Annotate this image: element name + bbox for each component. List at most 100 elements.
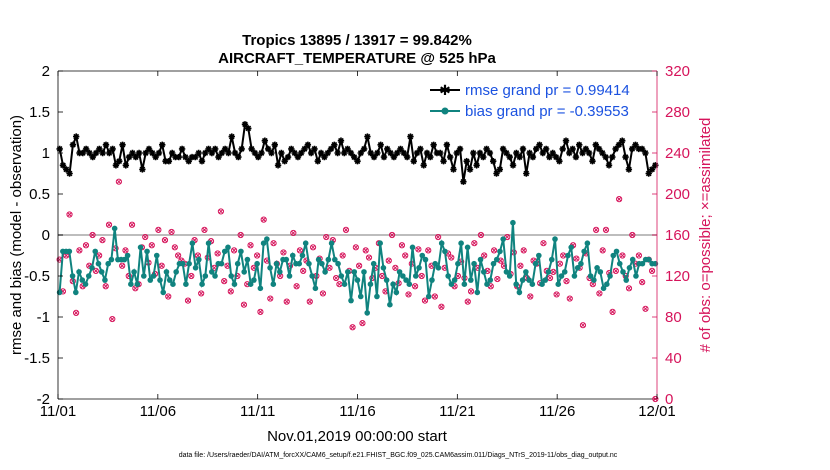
obs-possible-point bbox=[431, 293, 438, 300]
obs-assimilated-point bbox=[468, 289, 474, 294]
obs-assimilated-point bbox=[241, 302, 247, 308]
bias-point bbox=[312, 285, 319, 292]
rmse-point bbox=[168, 149, 176, 157]
rmse-point bbox=[188, 153, 196, 161]
obs-possible-point bbox=[201, 226, 208, 233]
obs-assimilated-point bbox=[116, 179, 122, 185]
obs-possible-point bbox=[362, 247, 369, 254]
rmse-point bbox=[364, 133, 371, 140]
obs-possible-point bbox=[629, 231, 636, 239]
obs-possible-point bbox=[82, 242, 90, 249]
obs-assimilated-point bbox=[211, 265, 217, 271]
obs-assimilated-point bbox=[389, 232, 395, 238]
bias-point bbox=[348, 297, 354, 304]
y-tick-label: 2 bbox=[42, 63, 50, 80]
obs-possible-point bbox=[639, 279, 646, 286]
obs-possible-point bbox=[109, 315, 116, 323]
obs-possible-point bbox=[267, 295, 274, 302]
bias-point bbox=[493, 256, 500, 263]
bias-point bbox=[584, 240, 591, 246]
bias-point bbox=[328, 240, 335, 246]
obs-assimilated-point bbox=[554, 292, 559, 297]
bias-point bbox=[425, 293, 432, 300]
bias-point bbox=[571, 273, 578, 279]
obs-assimilated-point bbox=[481, 253, 487, 258]
bias-point bbox=[289, 252, 296, 259]
bias-point bbox=[231, 281, 238, 288]
bias-point bbox=[251, 277, 257, 283]
obs-assimilated-point bbox=[422, 298, 428, 303]
rmse-point bbox=[218, 149, 226, 157]
bias-point bbox=[416, 265, 422, 271]
obs-possible-point bbox=[73, 309, 80, 316]
obs-possible-point bbox=[421, 297, 429, 304]
obs-assimilated-point bbox=[491, 248, 497, 253]
rmse-point bbox=[480, 153, 487, 161]
obs-possible-point bbox=[596, 290, 603, 297]
bias-point bbox=[338, 273, 345, 279]
rmse-point bbox=[106, 149, 113, 157]
bias-point bbox=[565, 252, 571, 259]
rmse-point bbox=[145, 145, 153, 153]
obs-assimilated-point bbox=[593, 227, 599, 233]
bias-point bbox=[568, 244, 574, 251]
bias-point bbox=[393, 289, 400, 296]
obs-possible-point bbox=[198, 290, 205, 297]
bias-point bbox=[134, 281, 141, 288]
rmse-point bbox=[63, 166, 70, 173]
bias-point bbox=[160, 289, 167, 296]
obs-assimilated-point bbox=[416, 246, 421, 252]
rmse-point bbox=[281, 158, 288, 165]
rmse-point bbox=[592, 141, 599, 148]
y-tick-label: 0.5 bbox=[29, 186, 50, 203]
y2-tick-label: 120 bbox=[665, 268, 690, 285]
rmse-point bbox=[632, 141, 639, 148]
rmse-point bbox=[235, 153, 242, 161]
obs-possible-point bbox=[520, 247, 527, 254]
rmse-point bbox=[172, 153, 179, 161]
obs-assimilated-point bbox=[277, 273, 283, 279]
obs-assimilated-point bbox=[228, 289, 234, 294]
obs-possible-point bbox=[168, 228, 175, 236]
obs-possible-point bbox=[122, 247, 129, 254]
y2-tick-label: 0 bbox=[665, 391, 673, 408]
bias-point bbox=[406, 281, 413, 288]
obs-possible-point bbox=[102, 283, 109, 290]
rmse-point bbox=[377, 141, 384, 148]
obs-assimilated-point bbox=[290, 230, 296, 236]
rmse-point bbox=[476, 149, 484, 157]
bias-point bbox=[623, 277, 630, 283]
obs-possible-point bbox=[240, 301, 248, 308]
obs-assimilated-point bbox=[188, 273, 194, 279]
rmse-point bbox=[638, 145, 646, 153]
rmse-point bbox=[125, 153, 133, 161]
rmse-point bbox=[255, 153, 262, 161]
rmse-point bbox=[413, 149, 421, 157]
rmse-point bbox=[155, 149, 163, 157]
rmse-point bbox=[99, 149, 106, 157]
bias-point bbox=[244, 256, 251, 263]
bias-point bbox=[542, 277, 549, 283]
rmse-point bbox=[73, 133, 80, 140]
obs-assimilated-point bbox=[471, 240, 477, 246]
bias-point bbox=[267, 265, 273, 271]
y2-tick-label: 320 bbox=[665, 63, 690, 80]
rmse-point bbox=[69, 141, 77, 148]
obs-possible-point bbox=[625, 285, 633, 292]
rmse-point bbox=[622, 153, 629, 161]
obs-possible-point bbox=[359, 320, 366, 327]
data-file-footnote: data file: /Users/raeder/DAI/ATM_forcXX/… bbox=[179, 452, 618, 459]
obs-assimilated-point bbox=[90, 232, 95, 238]
rmse-point bbox=[410, 158, 417, 165]
bias-point bbox=[607, 273, 613, 279]
bias-point bbox=[225, 244, 231, 251]
obs-possible-point bbox=[402, 252, 409, 259]
bias-point bbox=[306, 260, 312, 267]
bias-point bbox=[536, 252, 542, 259]
obs-possible-point bbox=[214, 250, 221, 257]
bias-point bbox=[260, 240, 267, 246]
obs-possible-point bbox=[171, 244, 178, 251]
bias-point bbox=[487, 277, 494, 283]
obs-assimilated-point bbox=[294, 283, 299, 289]
rmse-point bbox=[526, 149, 533, 157]
